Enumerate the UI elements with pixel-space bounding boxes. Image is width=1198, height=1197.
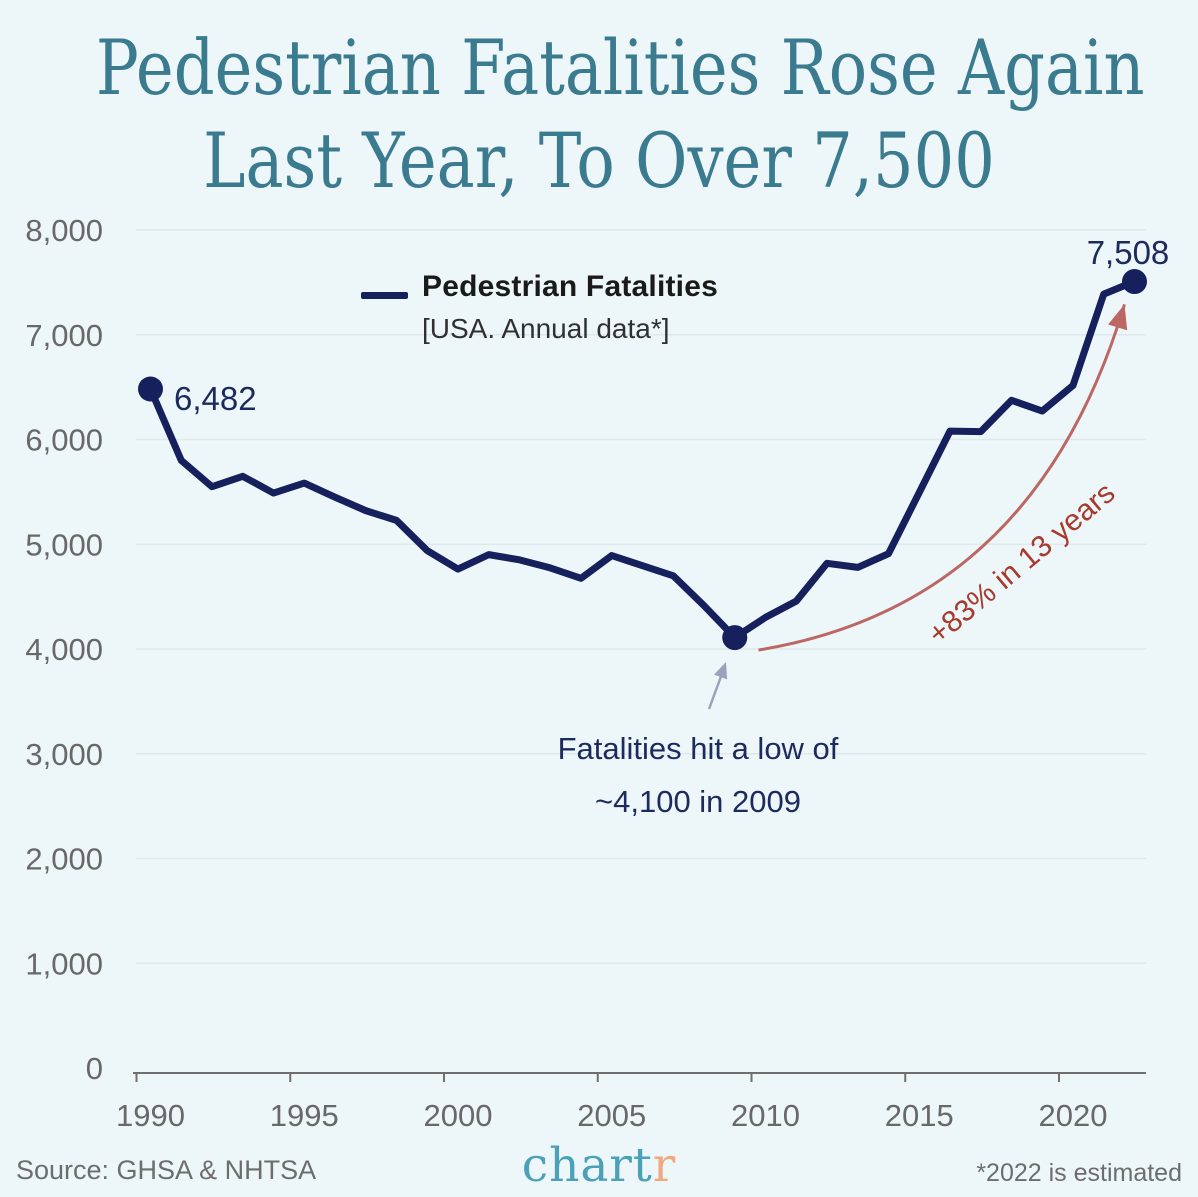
data-point-2022 <box>1122 269 1147 295</box>
pedestrian-fatalities-line <box>147 278 1138 642</box>
y-axis-tick-label: 4,000 <box>25 632 103 667</box>
x-axis-tick-label: 1990 <box>116 1098 185 1133</box>
value-label-2022: 7,508 <box>1086 234 1170 271</box>
chartr-logo: chartr <box>0 1138 1198 1193</box>
y-axis-tick-label: 5,000 <box>25 527 103 562</box>
title-line-1: Pedestrian Fatalities Rose Again <box>95 23 1145 112</box>
y-axis-tick-label: 7,000 <box>25 318 103 353</box>
x-axis-tick-label: 2000 <box>424 1098 493 1133</box>
chartr-logo-accent: r <box>652 1138 677 1193</box>
legend-line-swatch <box>361 292 408 299</box>
data-point-1990 <box>138 376 163 402</box>
low-annotation-arrow-head <box>713 662 728 680</box>
y-axis-tick-label: 6,000 <box>25 423 103 458</box>
x-axis-tick-label: 2010 <box>731 1098 800 1133</box>
legend-label: Pedestrian Fatalities <box>422 270 718 303</box>
low-note-line-2: ~4,100 in 2009 <box>595 784 801 819</box>
growth-arrow-curve <box>758 303 1126 652</box>
y-axis-tick-label: 2,000 <box>25 842 103 877</box>
x-axis-tick-label: 1995 <box>270 1098 339 1133</box>
low-note-line-1: Fatalities hit a low of <box>557 731 839 766</box>
estimate-note: *2022 is estimated <box>976 1159 1182 1187</box>
legend: Pedestrian Fatalities [USA. Annual data*… <box>361 270 718 345</box>
x-axis-tick-label: 2020 <box>1039 1098 1108 1133</box>
source-credit: Source: GHSA & NHTSA <box>16 1155 317 1185</box>
low-annotation-arrow <box>707 670 725 710</box>
y-axis-tick-label: 8,000 <box>25 213 103 248</box>
chart-title: Pedestrian Fatalities Rose Again Last Ye… <box>95 22 1145 207</box>
value-label-1990: 6,482 <box>174 380 257 417</box>
title-line-2: Last Year, To Over 7,500 <box>203 115 995 205</box>
growth-arrow-head <box>1108 304 1128 331</box>
legend-text: Pedestrian Fatalities [USA. Annual data*… <box>422 270 718 345</box>
data-point-2009 <box>722 625 748 651</box>
x-axis-tick-label: 2015 <box>885 1098 954 1133</box>
y-axis-tick-label: 0 <box>86 1051 103 1086</box>
low-point-annotation: Fatalities hit a low of ~4,100 in 2009 <box>498 722 898 828</box>
y-axis-tick-label: 1,000 <box>25 946 103 981</box>
x-axis-tick-label: 2005 <box>577 1098 646 1133</box>
chartr-logo-main: chart <box>521 1138 653 1193</box>
legend-sublabel: [USA. Annual data*] <box>422 313 670 344</box>
y-axis-tick-label: 3,000 <box>25 737 103 772</box>
